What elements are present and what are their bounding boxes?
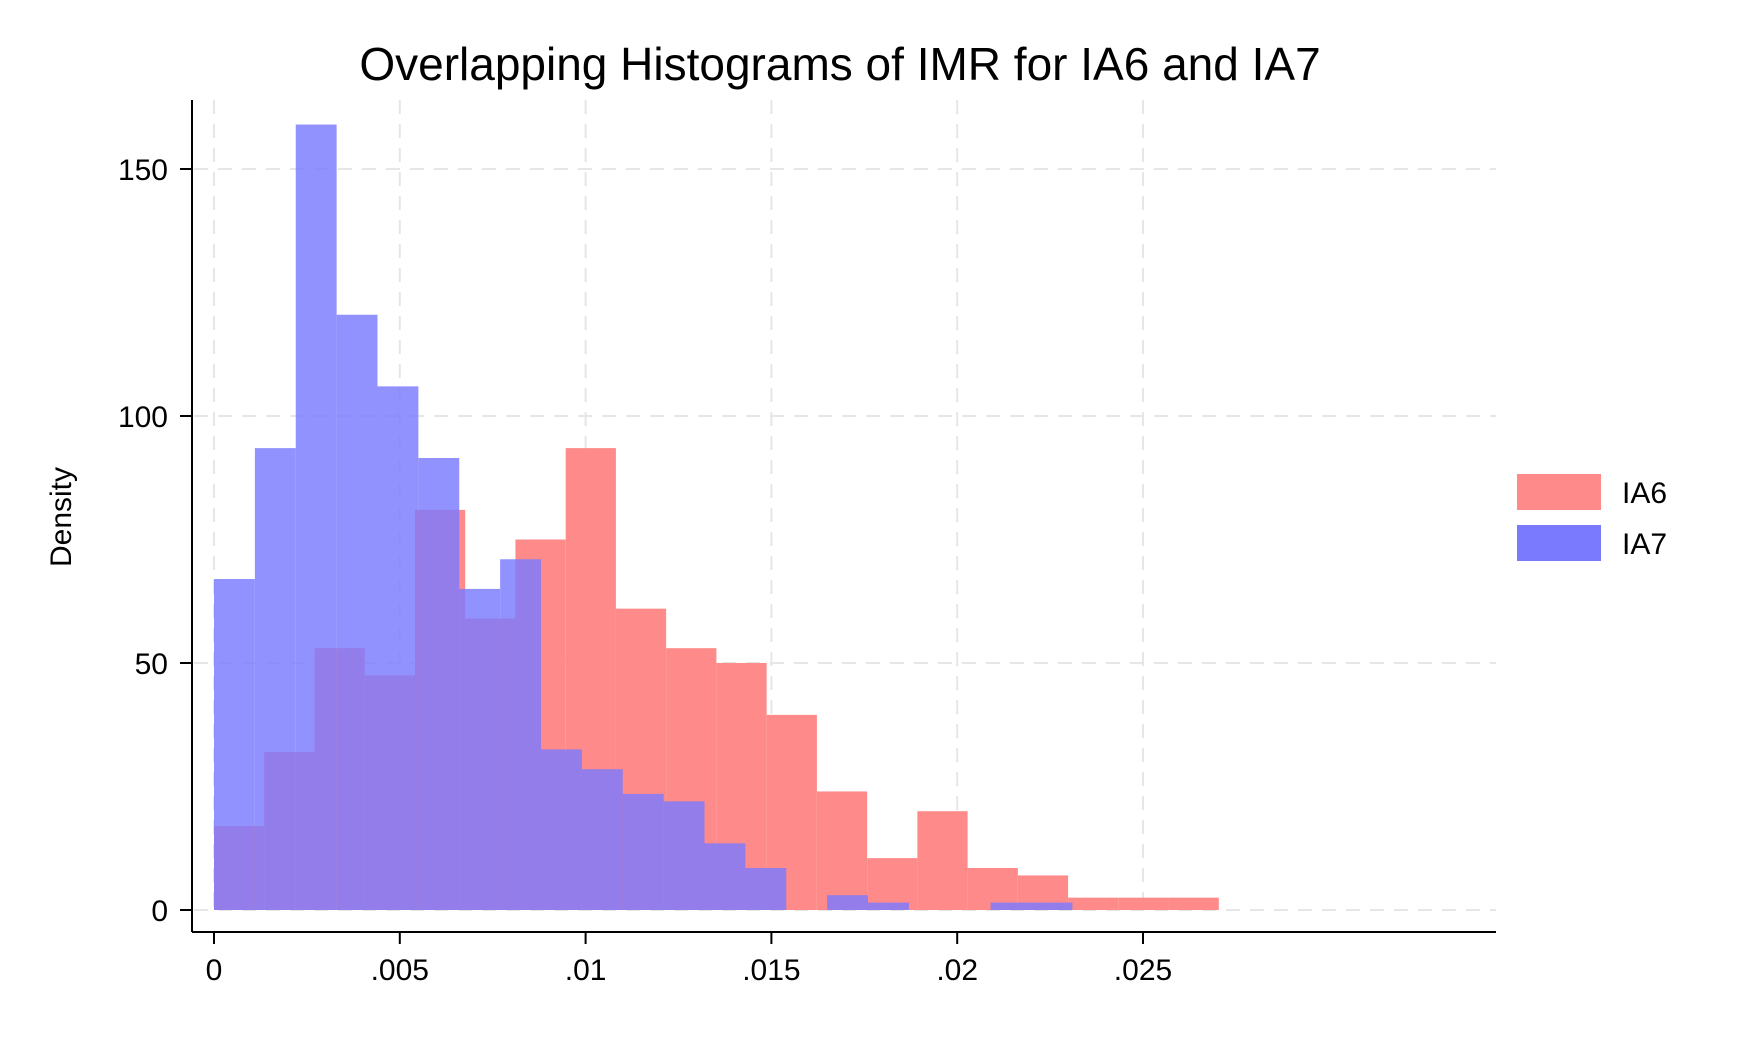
bar-ia7	[295, 124, 337, 911]
bar-ia6	[1068, 897, 1119, 910]
series-ia7-bars	[214, 124, 1073, 911]
bar-ia7	[663, 801, 705, 910]
x-tick-label: .015	[742, 954, 800, 987]
y-tick-label: 50	[135, 648, 168, 681]
bar-ia6	[1118, 897, 1169, 910]
x-tick-label: 0	[206, 954, 223, 987]
legend: IA6 IA7	[1517, 474, 1667, 561]
histogram-bars	[214, 124, 1219, 911]
bar-ia7	[336, 314, 378, 911]
x-tick-label: .01	[565, 954, 607, 987]
legend-label-ia6: IA6	[1622, 477, 1667, 510]
bar-ia7	[377, 386, 419, 910]
chart-title: Overlapping Histograms of IMR for IA6 an…	[359, 38, 1320, 90]
y-axis-label: Density	[45, 467, 78, 567]
bar-ia6	[867, 858, 918, 910]
legend-label-ia7: IA7	[1622, 528, 1667, 561]
bar-ia7	[254, 448, 296, 910]
x-tick-label: .02	[936, 954, 978, 987]
x-tick-label: .005	[371, 954, 429, 987]
y-tick-label: 0	[151, 895, 168, 928]
bar-ia6	[1168, 897, 1219, 910]
bar-ia7	[1031, 902, 1073, 910]
bar-ia6	[816, 791, 868, 910]
bar-ia7	[868, 902, 909, 910]
bar-ia7	[541, 749, 582, 910]
bar-ia6	[917, 811, 968, 910]
legend-swatch-ia7	[1517, 525, 1601, 561]
y-tick-label: 150	[118, 154, 168, 187]
legend-swatch-ia6	[1517, 474, 1601, 510]
bar-ia7	[418, 457, 460, 910]
y-tick-label: 100	[118, 401, 168, 434]
bar-ia7	[581, 769, 623, 910]
bar-ia7	[827, 895, 869, 910]
bar-ia7	[990, 902, 1032, 910]
bar-ia7	[459, 588, 501, 910]
bar-ia7	[704, 843, 746, 910]
bar-ia7	[745, 868, 787, 910]
bar-ia7	[500, 559, 542, 910]
bar-ia7	[622, 793, 664, 910]
axes: 0 .005 .01 .015 .02 .025 0 50 100 150	[118, 100, 1496, 987]
bar-ia7	[214, 579, 255, 910]
x-tick-label: .025	[1114, 954, 1172, 987]
